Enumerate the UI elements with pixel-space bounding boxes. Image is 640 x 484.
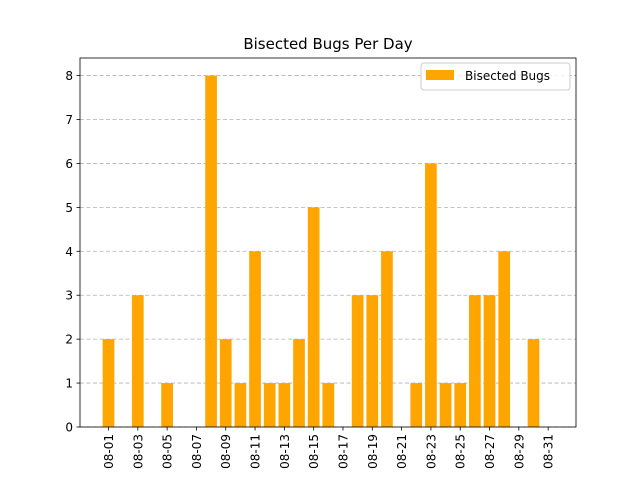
bar-08-30 xyxy=(527,339,540,427)
x-tick-label: 08-19 xyxy=(366,434,380,469)
bar-08-20 xyxy=(381,251,393,427)
x-tick-label: 08-05 xyxy=(161,434,175,469)
y-tick-label: 3 xyxy=(65,289,73,303)
y-tick-label: 8 xyxy=(65,69,73,83)
y-axis: 0 1 2 3 4 5 6 7 8 xyxy=(65,69,80,435)
bar-08-01 xyxy=(102,339,115,427)
x-tick-label: 08-17 xyxy=(336,434,350,469)
x-axis: 08-01 08-03 08-05 08-07 08-09 08-11 08-13 08-15… xyxy=(102,427,556,469)
bar-08-08 xyxy=(205,75,217,428)
x-tick-label: 08-25 xyxy=(454,434,468,469)
legend-label: Bisected Bugs xyxy=(465,69,550,83)
bar-08-10 xyxy=(234,383,247,427)
bar-08-26 xyxy=(469,295,481,427)
x-tick-label: 08-13 xyxy=(278,434,292,469)
y-tick-label: 6 xyxy=(65,157,73,171)
bar-08-19 xyxy=(366,295,379,427)
bar-08-28 xyxy=(498,251,511,427)
y-tick-label: 1 xyxy=(65,377,73,391)
x-tick-label: 08-27 xyxy=(483,434,497,469)
x-tick-label: 08-09 xyxy=(219,434,233,469)
x-tick-label: 08-23 xyxy=(424,434,438,469)
y-tick-label: 7 xyxy=(65,113,73,127)
bar-08-14 xyxy=(293,339,305,427)
legend-box xyxy=(420,62,571,91)
x-tick-label: 08-07 xyxy=(190,434,204,469)
x-tick-label: 08-29 xyxy=(512,434,526,469)
bar-08-15 xyxy=(307,207,320,427)
legend: Bisected Bugs xyxy=(420,62,571,91)
bar-08-11 xyxy=(249,251,261,427)
chart-title: Bisected Bugs Per Day xyxy=(243,35,412,53)
legend-swatch xyxy=(426,70,454,80)
bar-08-18 xyxy=(351,295,364,427)
bars xyxy=(102,75,540,428)
bar-08-03 xyxy=(131,295,144,427)
y-tick-label: 0 xyxy=(65,421,73,435)
x-tick-label: 08-21 xyxy=(395,434,409,469)
y-tick-label: 4 xyxy=(65,245,73,259)
y-tick-label: 5 xyxy=(65,201,73,215)
plot-frame xyxy=(79,57,577,428)
bar-08-13 xyxy=(278,383,291,427)
x-tick-label: 08-11 xyxy=(249,434,263,469)
y-tick-label: 2 xyxy=(65,333,73,347)
bar-08-16 xyxy=(322,383,335,427)
bar-08-25 xyxy=(454,383,467,427)
x-tick-label: 08-03 xyxy=(131,434,145,469)
x-tick-label: 08-01 xyxy=(102,434,116,469)
bar-08-23 xyxy=(425,163,437,427)
bar-08-12 xyxy=(263,383,276,427)
bar-08-27 xyxy=(483,295,496,427)
x-tick-label: 08-15 xyxy=(307,434,321,469)
bar-08-09 xyxy=(219,339,232,427)
bar-08-22 xyxy=(410,383,423,427)
bar-08-05 xyxy=(161,383,173,427)
x-tick-label: 08-31 xyxy=(542,434,556,469)
bar-08-24 xyxy=(439,383,452,427)
